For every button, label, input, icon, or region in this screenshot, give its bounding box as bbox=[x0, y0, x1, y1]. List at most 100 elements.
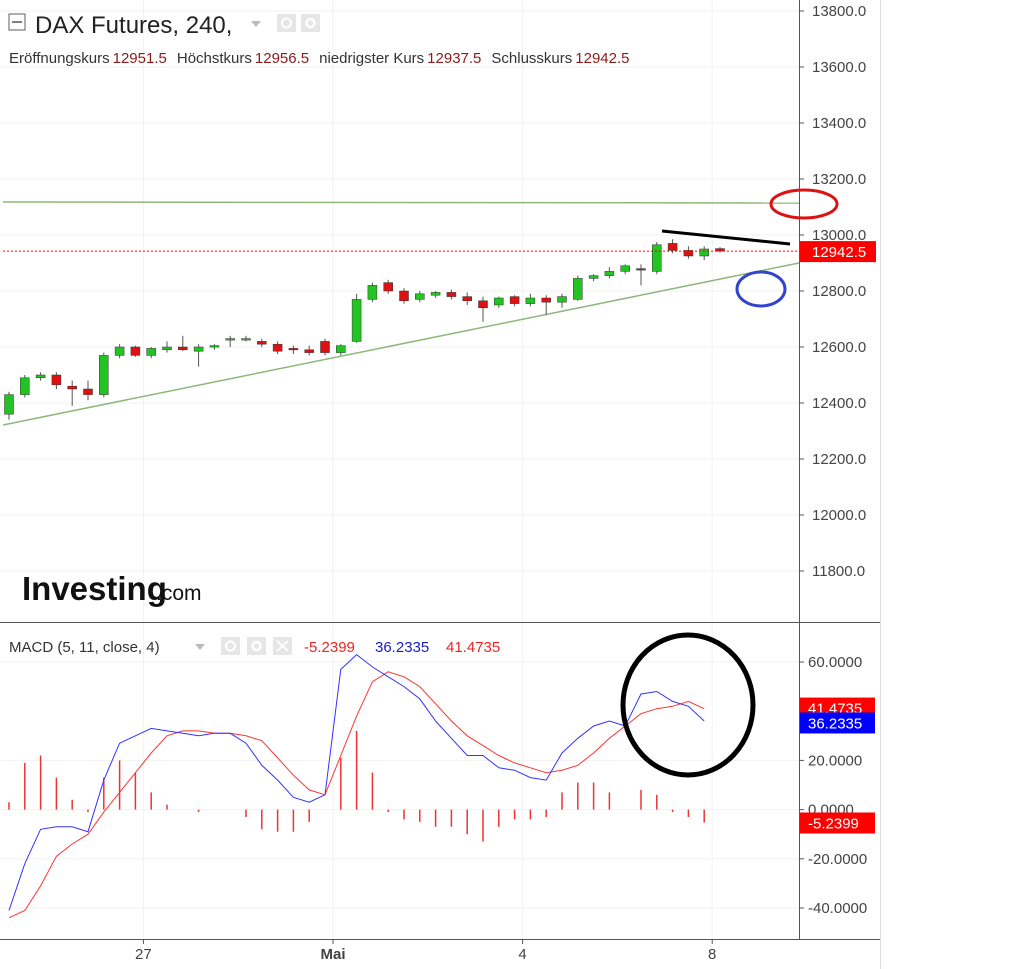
price-tick-label: 13800.0 bbox=[812, 3, 866, 20]
price-axis[interactable]: 13800.0 13600.0 13400.0 13200.0 13000.0 12800… bbox=[799, 3, 876, 580]
candle bbox=[573, 275, 583, 301]
candle bbox=[225, 335, 235, 347]
candle bbox=[20, 375, 30, 398]
candle-body bbox=[588, 275, 599, 279]
black-circle-annotation bbox=[620, 632, 756, 778]
candle bbox=[304, 345, 314, 356]
candle bbox=[367, 282, 378, 303]
time-tick-label: 4 bbox=[518, 946, 526, 963]
ohlc-open-value: 12951.5 bbox=[113, 50, 167, 67]
candle-body bbox=[35, 374, 46, 379]
watermark-brand: Investing bbox=[22, 570, 167, 607]
chart-title: DAX Futures, 240, bbox=[35, 12, 232, 39]
candle-body bbox=[193, 346, 204, 352]
time-axis[interactable]: 27 Mai 4 8 bbox=[135, 939, 716, 963]
last-price-tag-label: 12942.5 bbox=[812, 244, 866, 261]
candle-body bbox=[494, 297, 504, 306]
candle bbox=[146, 347, 156, 359]
candle-body bbox=[4, 394, 14, 415]
candle-body bbox=[178, 346, 188, 351]
candle bbox=[588, 274, 599, 282]
candle bbox=[257, 338, 267, 347]
candle bbox=[478, 296, 488, 322]
candle bbox=[509, 295, 520, 307]
candle-body bbox=[478, 300, 488, 309]
price-pane[interactable]: Investing .com DAX Futures, 240, Eröffnu… bbox=[0, 0, 839, 622]
candles bbox=[4, 239, 725, 420]
candle-body bbox=[272, 343, 283, 352]
price-tick-label: 12000.0 bbox=[812, 507, 866, 524]
support-trendline bbox=[2, 262, 800, 426]
candle-body bbox=[383, 282, 393, 292]
candle bbox=[383, 279, 393, 294]
candle bbox=[209, 344, 220, 350]
macd-pane[interactable]: MACD (5, 11, close, 4) -5.2399 36.2335 4… bbox=[0, 623, 799, 939]
settings-icon[interactable] bbox=[301, 14, 320, 32]
ohlc-high-value: 12956.5 bbox=[255, 50, 309, 67]
price-grid bbox=[0, 0, 799, 622]
candle bbox=[320, 338, 330, 356]
dropdown-arrow-icon[interactable] bbox=[251, 21, 261, 27]
candle-body bbox=[99, 355, 109, 395]
price-tick-label: 12200.0 bbox=[812, 451, 866, 468]
candle bbox=[241, 335, 251, 342]
investing-watermark: Investing .com bbox=[22, 570, 202, 607]
candle bbox=[430, 291, 441, 298]
candle bbox=[336, 344, 346, 356]
candle bbox=[620, 264, 630, 275]
price-tick-label: 11800.0 bbox=[812, 563, 865, 580]
candle-body bbox=[225, 338, 235, 341]
macd-tick-label: -40.0000 bbox=[808, 900, 867, 917]
candle bbox=[35, 372, 46, 381]
macd-header: MACD (5, 11, close, 4) -5.2399 36.2335 4… bbox=[9, 637, 500, 656]
candle-body bbox=[162, 346, 172, 351]
candle bbox=[114, 344, 125, 359]
watermark-suffix: .com bbox=[156, 582, 202, 605]
macd-hist-value: -5.2399 bbox=[304, 639, 355, 656]
macd-axis[interactable]: 60.000020.00000.0000-20.0000-40.000041.4… bbox=[799, 654, 875, 917]
blue-circle-annotation bbox=[735, 270, 787, 308]
candle-body bbox=[146, 348, 156, 356]
ohlc-open-label: Eröffnungskurs bbox=[9, 50, 110, 67]
candle-body bbox=[399, 290, 409, 302]
ohlc-high-label: Höchstkurs bbox=[177, 50, 252, 67]
visibility-icon[interactable] bbox=[277, 14, 296, 32]
candle-body bbox=[667, 243, 678, 251]
macd-close-icon[interactable] bbox=[273, 637, 292, 655]
candle-body bbox=[351, 299, 362, 342]
price-tick-label: 13200.0 bbox=[812, 171, 866, 188]
candle-body bbox=[604, 271, 615, 276]
candle-body bbox=[683, 250, 694, 257]
macd-line bbox=[8, 653, 705, 911]
macd-visibility-icon[interactable] bbox=[221, 637, 240, 655]
ohlc-readout: Eröffnungskurs 12951.5 Höchstkurs 12956.5 ni… bbox=[9, 50, 630, 67]
price-tick-label: 13600.0 bbox=[812, 59, 866, 76]
candle bbox=[557, 293, 567, 308]
macd-dropdown-arrow-icon[interactable] bbox=[195, 644, 205, 650]
candle bbox=[399, 288, 409, 304]
candle-body bbox=[446, 292, 457, 297]
price-tick-label: 12400.0 bbox=[812, 395, 866, 412]
macd-settings-icon[interactable] bbox=[247, 637, 266, 655]
drawn-resistance-line bbox=[661, 229, 791, 246]
candle-body bbox=[509, 296, 520, 304]
candle bbox=[162, 341, 172, 353]
candle bbox=[193, 344, 204, 367]
candle bbox=[462, 292, 472, 305]
macd-tick-label: 20.0000 bbox=[808, 752, 862, 769]
ohlc-low-label: niedrigster Kurs bbox=[319, 50, 424, 67]
candle bbox=[446, 289, 457, 300]
signal-line bbox=[8, 671, 705, 919]
candle-body bbox=[541, 297, 551, 303]
chart-header: DAX Futures, 240, Eröffnungskurs 12951.5 H… bbox=[8, 12, 630, 67]
macd-value-tag bbox=[800, 812, 875, 834]
candle bbox=[699, 246, 709, 261]
candle bbox=[288, 345, 299, 354]
candle-body bbox=[430, 292, 441, 296]
candle-body bbox=[525, 297, 536, 304]
candle-body bbox=[67, 385, 77, 390]
macd-tick-label: 60.0000 bbox=[808, 654, 862, 671]
macd-value-tag-label: -5.2399 bbox=[808, 815, 859, 832]
price-tick-label: 13400.0 bbox=[812, 115, 866, 132]
candle-body bbox=[557, 296, 567, 303]
